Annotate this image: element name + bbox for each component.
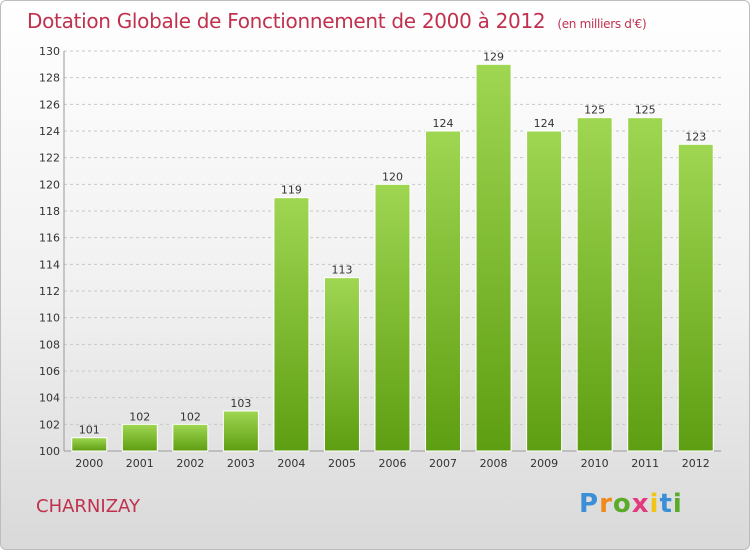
chart-title-text: Dotation Globale de Fonctionnement de 20… — [27, 9, 546, 33]
x-tick-label: 2001 — [126, 457, 154, 470]
bar — [475, 63, 512, 452]
y-tick-label: 124 — [39, 125, 60, 138]
logo-letter: i — [649, 489, 660, 519]
y-tick-label: 116 — [39, 232, 60, 245]
bar — [71, 437, 108, 452]
bar — [172, 423, 209, 452]
bar — [627, 117, 664, 452]
x-tick-label: 2011 — [631, 457, 659, 470]
value-label: 123 — [685, 130, 706, 143]
y-tick-labels: 100 102 104 106 108 110 112 114 116 118 120 122 124 1… — [39, 45, 60, 458]
logo-letter: P — [579, 489, 600, 519]
x-tick-label: 2000 — [75, 457, 103, 470]
x-tick-label: 2004 — [277, 457, 305, 470]
bar — [323, 277, 360, 452]
y-tick-label: 110 — [39, 312, 60, 325]
logo-letter: r — [599, 489, 613, 519]
y-tick-label: 100 — [39, 445, 60, 458]
value-label: 113 — [331, 264, 352, 277]
x-tick-label: 2003 — [227, 457, 255, 470]
y-tick-label: 126 — [39, 98, 60, 111]
bar — [121, 423, 158, 452]
bar — [425, 130, 462, 452]
x-tick-labels: 2000 2001 2002 2003 2004 2005 2006 2007 2008 2009… — [75, 457, 709, 470]
bar — [526, 130, 563, 452]
y-tick-label: 104 — [39, 392, 60, 405]
x-tick-label: 2009 — [530, 457, 558, 470]
y-tick-label: 102 — [39, 418, 60, 431]
y-tick-label: 108 — [39, 338, 60, 351]
y-tick-label: 118 — [39, 205, 60, 218]
y-tick-label: 114 — [39, 258, 60, 271]
chart-title: Dotation Globale de Fonctionnement de 20… — [27, 9, 647, 33]
x-tick-label: 2007 — [429, 457, 457, 470]
bar — [374, 183, 411, 452]
value-label: 120 — [382, 170, 403, 183]
value-label: 103 — [230, 397, 251, 410]
x-tick-label: 2002 — [176, 457, 204, 470]
x-tick-label: 2010 — [581, 457, 609, 470]
x-tick-label: 2012 — [682, 457, 710, 470]
value-label: 102 — [180, 410, 201, 423]
y-tick-label: 120 — [39, 178, 60, 191]
commune-name: CHARNIZAY — [36, 496, 140, 517]
proxiti-logo: Proxiti — [579, 489, 683, 519]
y-tick-label: 122 — [39, 152, 60, 165]
y-tick-label: 106 — [39, 365, 60, 378]
logo-letter: x — [631, 489, 650, 519]
chart-subtitle: (en milliers d'€) — [557, 17, 647, 31]
bar — [273, 197, 310, 452]
bar — [222, 410, 259, 452]
value-label: 119 — [281, 184, 302, 197]
value-label: 125 — [635, 104, 656, 117]
logo-letter: o — [612, 489, 632, 519]
x-tick-label: 2006 — [379, 457, 407, 470]
value-label: 124 — [433, 117, 454, 130]
value-label: 101 — [79, 424, 100, 437]
value-label: 125 — [584, 104, 605, 117]
x-tick-label: 2008 — [480, 457, 508, 470]
value-label: 124 — [534, 117, 555, 130]
logo-letter: i — [672, 489, 683, 519]
y-tick-label: 112 — [39, 285, 60, 298]
x-tick-label: 2005 — [328, 457, 356, 470]
y-tick-label: 130 — [39, 45, 60, 58]
bars — [71, 63, 714, 452]
value-label: 129 — [483, 50, 504, 63]
logo-letter: t — [659, 489, 673, 519]
bar — [677, 143, 714, 452]
bar — [576, 117, 613, 452]
value-labels: 101 102 102 103 119 113 120 124 129 124 125 125 123 — [79, 50, 706, 436]
y-tick-label: 128 — [39, 72, 60, 85]
value-label: 102 — [129, 410, 150, 423]
